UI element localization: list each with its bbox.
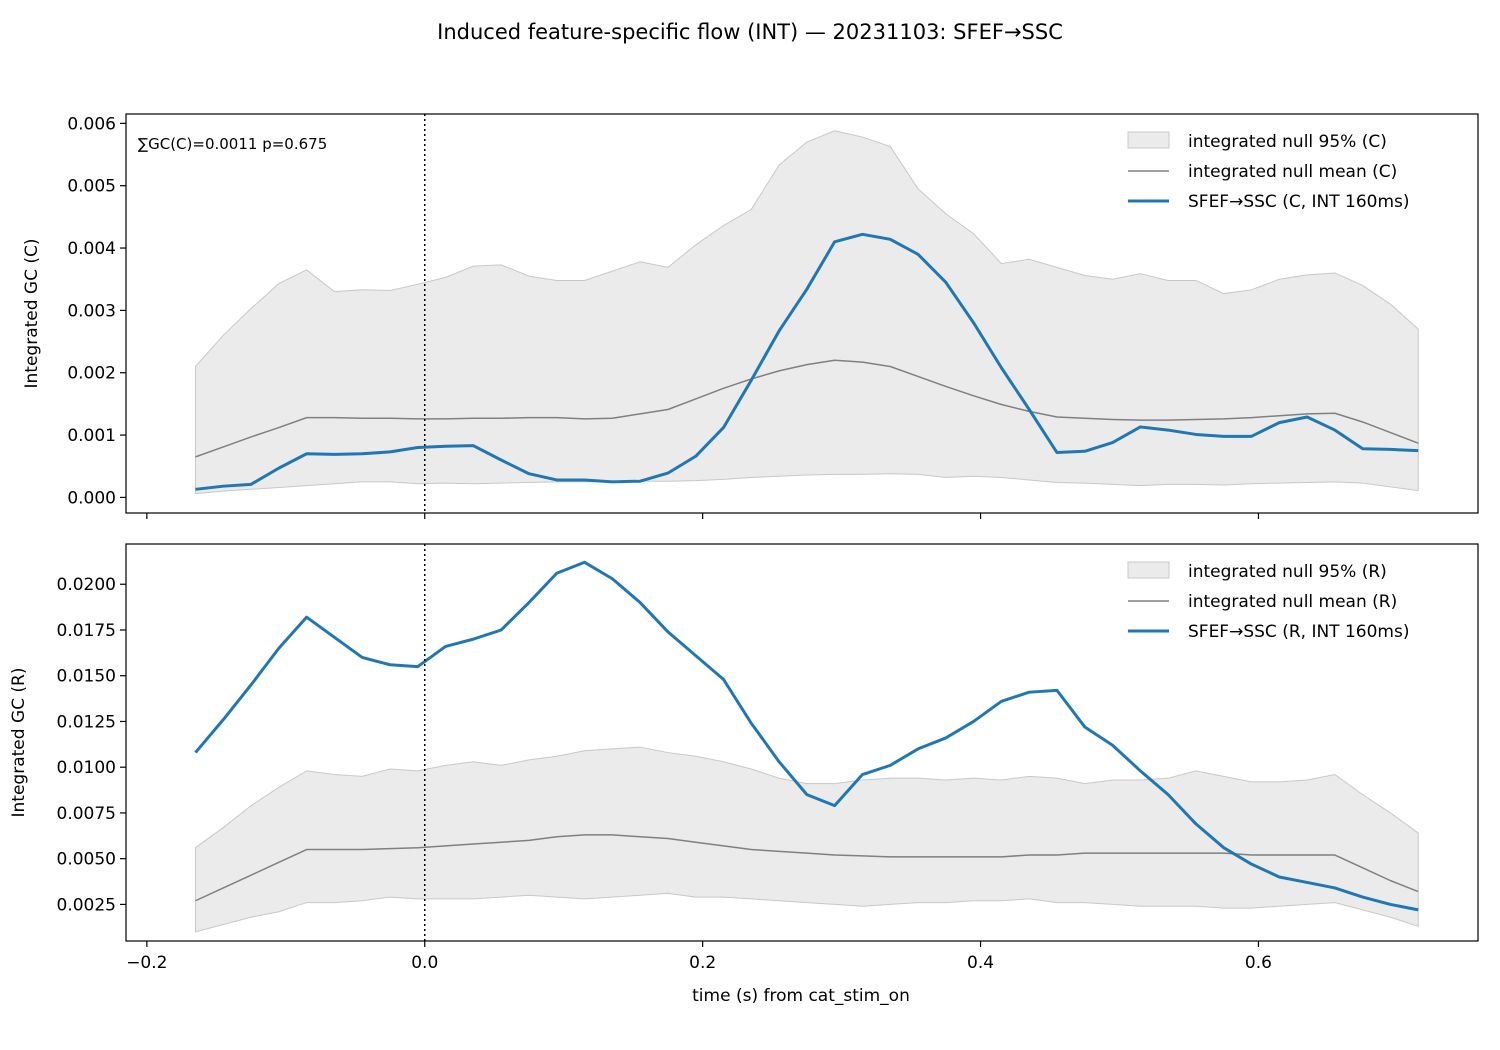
y-tick-label: 0.0175: [57, 621, 116, 641]
null-band-area: [194, 746, 1419, 933]
legend-label: integrated null mean (R): [1188, 592, 1397, 612]
legend-item: integrated null mean (C): [1128, 162, 1397, 182]
y-tick-label: 0.001: [67, 426, 116, 446]
figure-title: Induced feature-specific flow (INT) — 20…: [437, 20, 1063, 44]
legend-label: integrated null 95% (C): [1188, 132, 1387, 152]
legend-item: integrated null 95% (C): [1127, 131, 1387, 152]
y-tick-label: 0.0125: [57, 712, 116, 732]
legend-item: SFEF→SSC (R, INT 160ms): [1128, 622, 1409, 642]
legend-label: SFEF→SSC (C, INT 160ms): [1188, 192, 1410, 212]
y-tick-label: 0.0025: [57, 895, 116, 915]
null-mean-line: [195, 834, 1419, 902]
axes-frame: [125, 543, 1479, 942]
x-axis-label: time (s) from cat_stim_on: [692, 986, 910, 1006]
x-tick-label: 0.2: [689, 953, 716, 973]
y-tick-label: 0.0150: [57, 667, 116, 687]
y-tick-label: 0.0200: [57, 575, 116, 595]
y-tick-label: 0.003: [67, 301, 116, 321]
legend-band-swatch: [1127, 561, 1170, 579]
y-tick-label: 0.0075: [57, 804, 116, 824]
panel-c: 0.000 0.001 0.002 0.003 0.004 0.005 0.006 Integ…: [22, 113, 1479, 519]
y-tick-label: 0.0100: [57, 758, 116, 778]
y-axis-label: Integrated GC (C): [22, 238, 42, 388]
panel-r: −0.2 0.0 0.2 0.4 0.6 0.0025 0.0050 0.0075 0.0100…: [9, 543, 1479, 973]
plot-area: [194, 560, 1419, 933]
legend-band-swatch: [1127, 131, 1170, 149]
legend-item: SFEF→SSC (C, INT 160ms): [1128, 192, 1410, 212]
x-tick-label: −0.2: [126, 953, 167, 973]
legend-label: SFEF→SSC (R, INT 160ms): [1188, 622, 1409, 642]
legend-label: integrated null mean (C): [1188, 162, 1397, 182]
observed-gc-line: [194, 560, 1419, 912]
x-tick-label: 0.4: [967, 953, 994, 973]
y-axis-label: Integrated GC (R): [9, 668, 29, 818]
plot-area: [194, 130, 1419, 495]
x-tick-label: 0.6: [1245, 953, 1272, 973]
x-tick-label: 0.0: [411, 953, 438, 973]
null-mean-line: [195, 359, 1419, 458]
legend-label: integrated null 95% (R): [1188, 562, 1387, 582]
y-tick-label: 0.005: [67, 177, 116, 197]
y-tick-label: 0.002: [67, 364, 116, 384]
y-tick-label: 0.006: [67, 114, 116, 134]
legend-item: integrated null 95% (R): [1127, 561, 1387, 582]
y-tick-label: 0.004: [67, 239, 116, 259]
null-band-area: [194, 130, 1419, 495]
observed-gc-line: [195, 232, 1419, 491]
stat-annotation: ∑GC(C)=0.0011 p=0.675: [138, 135, 327, 153]
y-tick-label: 0.000: [67, 488, 116, 508]
axes-frame: [125, 113, 1479, 514]
y-tick-label: 0.0050: [57, 850, 116, 870]
legend-item: integrated null mean (R): [1128, 592, 1397, 612]
